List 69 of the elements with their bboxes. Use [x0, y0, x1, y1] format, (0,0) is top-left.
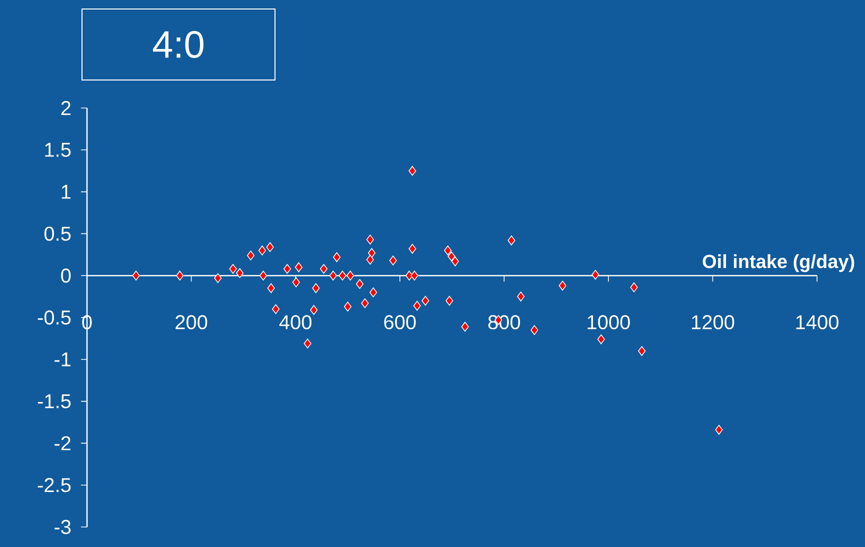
x-tick-label: 200 [176, 315, 208, 330]
point [517, 292, 525, 302]
y-tick-label: -1.5 [38, 394, 71, 408]
point [413, 300, 421, 311]
point [332, 252, 341, 262]
point [389, 256, 397, 266]
point [304, 338, 312, 348]
point [444, 246, 452, 256]
point [259, 270, 268, 280]
point [366, 234, 374, 244]
y-tick-label: 0.5 [44, 226, 71, 241]
point [368, 248, 376, 258]
x-tick-label: 400 [279, 315, 312, 330]
point [366, 254, 374, 265]
point [338, 270, 346, 280]
x-tick-label: 1200 [692, 315, 734, 330]
point [229, 264, 237, 274]
point [267, 283, 275, 294]
point [408, 244, 416, 254]
point [638, 346, 646, 356]
point [310, 305, 318, 315]
point [236, 268, 244, 278]
y-tick-label: 1.5 [45, 142, 71, 157]
point [369, 287, 378, 298]
point [258, 246, 266, 256]
point [508, 236, 516, 246]
y-tick-label: 0 [61, 268, 71, 283]
point [346, 270, 354, 280]
point [461, 322, 469, 332]
point [344, 302, 352, 312]
point [558, 280, 566, 291]
point [530, 325, 538, 335]
y-tick-label: -0.5 [38, 310, 71, 325]
point [294, 262, 302, 272]
point [715, 424, 723, 435]
point [597, 334, 605, 344]
point [446, 296, 454, 306]
point [176, 270, 184, 280]
point [246, 250, 255, 260]
point [356, 279, 364, 289]
point [361, 298, 369, 308]
y-tick-label: 1 [62, 184, 70, 199]
point [448, 251, 456, 262]
point [592, 270, 600, 280]
point [292, 277, 300, 288]
point [408, 166, 416, 176]
point [132, 270, 140, 280]
y-tick-label: -1 [54, 352, 70, 366]
point [283, 264, 292, 274]
point [630, 282, 638, 292]
point [272, 304, 280, 314]
point [451, 256, 459, 266]
point [312, 283, 320, 294]
point [422, 296, 430, 306]
y-tick-label: -2.5 [38, 478, 71, 492]
x-tick-label: 1400 [796, 315, 838, 330]
x-tick-label: 600 [384, 315, 416, 330]
y-tick-label: -2 [54, 436, 70, 450]
point [320, 264, 328, 274]
x-tick-label: 1000 [588, 315, 630, 330]
chart-title: 4:0 [152, 31, 204, 58]
point [329, 270, 337, 280]
x-axis-title: Oil intake (g/day) [702, 254, 854, 272]
y-tick-label: 2 [61, 101, 70, 115]
y-tick-label: -3 [54, 520, 71, 534]
point [214, 273, 222, 284]
point [405, 270, 414, 280]
point [266, 242, 274, 252]
point [410, 270, 418, 280]
